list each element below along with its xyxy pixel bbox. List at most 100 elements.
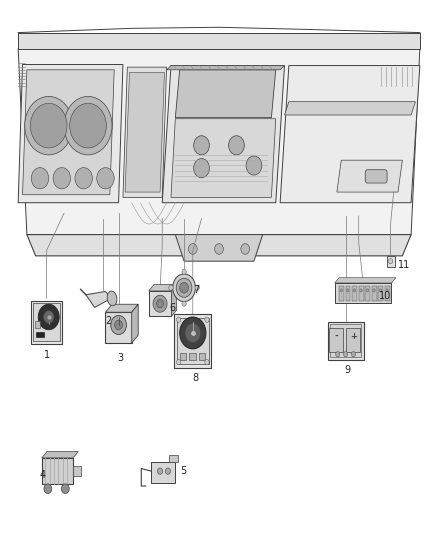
Circle shape (215, 244, 223, 254)
Bar (151, 462, 175, 483)
Polygon shape (149, 291, 171, 317)
Polygon shape (166, 66, 285, 70)
Bar (329, 328, 343, 352)
Circle shape (343, 352, 348, 357)
Text: -: - (334, 332, 338, 341)
Text: 2: 2 (106, 316, 112, 326)
Text: +: + (350, 332, 357, 341)
Bar (387, 256, 395, 266)
Polygon shape (18, 64, 123, 203)
Bar (372, 286, 377, 301)
Circle shape (165, 468, 170, 474)
Circle shape (195, 285, 199, 290)
Circle shape (194, 159, 209, 177)
Circle shape (241, 244, 250, 254)
Text: 11: 11 (399, 261, 411, 270)
Polygon shape (18, 49, 420, 235)
Polygon shape (22, 70, 114, 195)
Polygon shape (125, 72, 164, 192)
Circle shape (389, 259, 393, 264)
Bar (359, 286, 364, 301)
Bar (385, 286, 390, 301)
Circle shape (64, 96, 112, 155)
Polygon shape (106, 304, 138, 312)
Circle shape (43, 311, 54, 324)
Bar (365, 286, 370, 301)
Circle shape (31, 167, 49, 189)
FancyBboxPatch shape (365, 169, 387, 183)
Circle shape (75, 167, 92, 189)
Circle shape (188, 244, 197, 254)
Circle shape (180, 282, 188, 293)
Circle shape (386, 289, 389, 292)
Circle shape (25, 96, 73, 155)
Polygon shape (42, 451, 78, 458)
Polygon shape (171, 119, 276, 197)
Bar (31, 301, 62, 344)
Circle shape (185, 324, 201, 343)
Bar (378, 286, 383, 301)
Polygon shape (337, 160, 403, 192)
Circle shape (115, 320, 123, 330)
Polygon shape (162, 66, 285, 203)
Bar (177, 318, 209, 365)
Circle shape (373, 289, 375, 292)
Circle shape (30, 103, 67, 148)
Circle shape (366, 289, 369, 292)
Bar (352, 286, 357, 301)
Text: 7: 7 (193, 286, 199, 295)
Polygon shape (335, 283, 392, 303)
Polygon shape (86, 292, 111, 308)
Bar (174, 314, 212, 368)
Circle shape (246, 156, 262, 175)
Text: 5: 5 (180, 466, 186, 476)
Text: 9: 9 (345, 365, 351, 375)
Polygon shape (18, 33, 420, 49)
Circle shape (177, 360, 181, 365)
Ellipse shape (107, 291, 117, 306)
Circle shape (97, 167, 114, 189)
Polygon shape (285, 102, 416, 115)
Polygon shape (335, 278, 396, 283)
Circle shape (61, 484, 69, 494)
Text: 10: 10 (379, 290, 391, 301)
Circle shape (379, 289, 382, 292)
Text: 6: 6 (169, 303, 175, 313)
Circle shape (340, 289, 343, 292)
Text: 1: 1 (43, 350, 49, 360)
Polygon shape (106, 312, 132, 343)
Circle shape (44, 484, 52, 494)
Circle shape (229, 136, 244, 155)
Circle shape (169, 285, 173, 290)
Circle shape (346, 289, 349, 292)
Polygon shape (123, 67, 166, 197)
Bar (199, 353, 205, 360)
Polygon shape (175, 235, 263, 261)
Bar (346, 286, 350, 301)
Bar (330, 325, 361, 358)
Circle shape (180, 317, 206, 349)
Bar (35, 321, 40, 328)
Polygon shape (132, 304, 138, 343)
Bar (73, 466, 81, 477)
Circle shape (360, 289, 362, 292)
Circle shape (153, 295, 167, 312)
Circle shape (111, 316, 127, 335)
Circle shape (353, 289, 356, 292)
Bar (180, 353, 186, 360)
Bar (169, 455, 177, 462)
Circle shape (176, 278, 192, 297)
Text: 3: 3 (118, 353, 124, 364)
Text: 8: 8 (192, 373, 198, 383)
Circle shape (205, 360, 209, 365)
Circle shape (156, 300, 163, 308)
Polygon shape (27, 235, 411, 256)
Circle shape (205, 317, 209, 322)
Circle shape (177, 317, 181, 322)
Bar (339, 286, 344, 301)
Circle shape (182, 301, 186, 306)
Circle shape (336, 352, 340, 357)
Bar (33, 303, 60, 342)
Polygon shape (280, 66, 420, 203)
Bar (42, 458, 73, 484)
